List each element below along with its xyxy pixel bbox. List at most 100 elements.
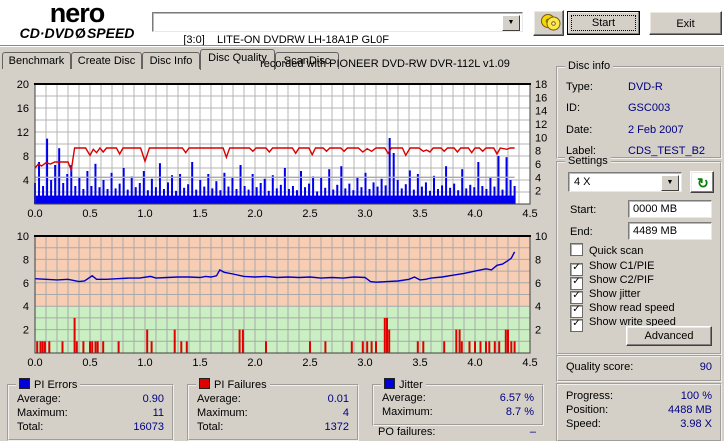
quality-score-row: Quality score: 90 — [566, 361, 712, 373]
speed-row: Speed: 3.98 X — [566, 418, 712, 430]
end-position-label: End: — [570, 226, 593, 238]
cd-dvd-speed-logo-text: CD·DVDØSPEED — [19, 25, 135, 41]
svg-text:2: 2 — [535, 325, 541, 337]
svg-text:8: 8 — [23, 151, 29, 163]
scan-speed-select[interactable]: 4 X ▼ — [568, 172, 682, 192]
svg-text:0.5: 0.5 — [82, 357, 97, 369]
checkbox-show-write-speed[interactable]: Show write speed — [570, 316, 676, 332]
stat-row: Total: 16073 — [17, 421, 164, 433]
refresh-button[interactable]: ↻ — [690, 171, 714, 193]
tab-benchmark[interactable]: Benchmark — [2, 52, 71, 69]
svg-text:1.0: 1.0 — [137, 208, 152, 220]
svg-text:10: 10 — [535, 132, 547, 144]
stat-row: Maximum: 4 — [197, 407, 349, 419]
svg-text:3.5: 3.5 — [412, 208, 427, 220]
start-position-field[interactable]: 0000 MB — [628, 200, 712, 218]
end-position-field[interactable]: 4489 MB — [628, 222, 712, 240]
svg-text:3.5: 3.5 — [412, 357, 427, 369]
disc-icon: Ø — [75, 25, 86, 41]
checkbox-icon — [570, 243, 583, 256]
svg-text:20: 20 — [17, 79, 29, 91]
pi-errors-legend: PI Errors — [16, 378, 81, 392]
svg-text:0.5: 0.5 — [82, 208, 97, 220]
scan-status-box: Progress: 100 % Position: 4488 MB Speed: 3.… — [556, 383, 722, 441]
quality-score-box: Quality score: 90 — [556, 355, 722, 382]
svg-text:8: 8 — [23, 254, 29, 266]
svg-text:4: 4 — [535, 301, 541, 313]
disc-info-legend: Disc info — [565, 60, 614, 73]
svg-text:6: 6 — [535, 278, 541, 290]
svg-text:1.0: 1.0 — [137, 357, 152, 369]
stat-row: Maximum: 8.7 % — [382, 406, 534, 418]
stat-row: Average: 6.57 % — [382, 392, 534, 404]
eject-discs-button[interactable] — [533, 10, 564, 36]
dropdown-arrow-icon[interactable]: ▼ — [502, 15, 520, 31]
position-value: 4488 MB — [667, 404, 712, 416]
svg-text:2.0: 2.0 — [247, 357, 262, 369]
svg-text:2.5: 2.5 — [302, 208, 317, 220]
header-divider-highlight — [0, 46, 724, 47]
svg-text:2: 2 — [535, 186, 541, 198]
svg-text:18: 18 — [535, 79, 547, 91]
svg-text:3.0: 3.0 — [357, 357, 372, 369]
stat-row: Total: 1372 — [197, 421, 349, 433]
header-divider — [0, 45, 724, 46]
refresh-icon: ↻ — [697, 175, 709, 191]
svg-text:2.0: 2.0 — [247, 208, 262, 220]
progress-row: Progress: 100 % — [566, 390, 712, 402]
svg-text:8: 8 — [535, 254, 541, 266]
checkbox-icon — [570, 319, 583, 332]
drive-select-value: [3:0] LITE-ON DVDRW LH-18A1P GL0F — [183, 34, 389, 46]
advanced-button[interactable]: Advanced — [626, 326, 712, 346]
disc-type-row: Type: DVD-R — [566, 81, 663, 93]
settings-legend: Settings — [565, 155, 611, 168]
speed-value: 3.98 X — [680, 418, 712, 430]
exit-button[interactable]: Exit — [649, 11, 722, 35]
svg-text:8: 8 — [535, 146, 541, 158]
tab-create-disc[interactable]: Create Disc — [71, 52, 142, 69]
svg-text:4.0: 4.0 — [467, 357, 482, 369]
start-button[interactable]: Start — [567, 11, 640, 35]
disc-label-row: Label: CDS_TEST_B2 — [566, 145, 706, 157]
stat-row: Maximum: 11 — [17, 407, 164, 419]
disc-id-row: ID: GSC003 — [566, 102, 671, 114]
svg-text:4: 4 — [23, 301, 29, 313]
svg-text:12: 12 — [17, 127, 29, 139]
svg-text:4.5: 4.5 — [522, 357, 537, 369]
svg-text:6: 6 — [23, 278, 29, 290]
dropdown-arrow-icon[interactable]: ▼ — [661, 175, 679, 191]
checkbox-show-jitter[interactable]: Show jitter — [570, 288, 640, 304]
svg-text:2: 2 — [23, 325, 29, 337]
svg-text:4: 4 — [535, 172, 541, 184]
tab-disc-info[interactable]: Disc Info — [142, 52, 200, 69]
checkbox-show-c2-pif[interactable]: Show C2/PIF — [570, 274, 654, 290]
svg-text:14: 14 — [535, 106, 547, 118]
svg-text:1.5: 1.5 — [192, 357, 207, 369]
checkbox-show-c1-pie[interactable]: Show C1/PIE — [570, 260, 654, 276]
checkbox-show-read-speed[interactable]: Show read speed — [570, 302, 675, 318]
pi-errors-swatch-icon — [19, 378, 30, 389]
jitter-legend: Jitter — [381, 378, 426, 392]
app-header: nero CD·DVDØSPEED [3:0] LITE-ON DVDRW LH… — [0, 0, 724, 46]
pi-failures-swatch-icon — [199, 378, 210, 389]
progress-value: 100 % — [680, 390, 712, 402]
settings-group: Settings 4 X ▼ ↻ Start: 0000 MB End: 448… — [556, 155, 722, 355]
svg-text:1.5: 1.5 — [192, 208, 207, 220]
drive-select[interactable]: [3:0] LITE-ON DVDRW LH-18A1P GL0F ▼ — [152, 12, 523, 46]
svg-text:6: 6 — [535, 159, 541, 171]
position-row: Position: 4488 MB — [566, 404, 712, 416]
svg-text:4.0: 4.0 — [467, 208, 482, 220]
svg-text:2.5: 2.5 — [302, 357, 317, 369]
disc-date-row: Date: 2 Feb 2007 — [566, 124, 684, 136]
svg-text:0.0: 0.0 — [27, 357, 42, 369]
svg-text:3.0: 3.0 — [357, 208, 372, 220]
svg-text:16: 16 — [535, 92, 547, 104]
svg-text:10: 10 — [17, 231, 29, 243]
checkbox-quick-scan[interactable]: Quick scan — [570, 243, 643, 257]
tab-disc-quality[interactable]: Disc Quality — [200, 49, 275, 70]
start-position-label: Start: — [570, 204, 597, 216]
scan-speed-value: 4 X — [574, 176, 591, 188]
pi-failures-group: PI Failures Average: 0.01 Maximum: 4 Total… — [187, 378, 359, 441]
tab-scandisc[interactable]: ScanDisc — [275, 52, 339, 69]
